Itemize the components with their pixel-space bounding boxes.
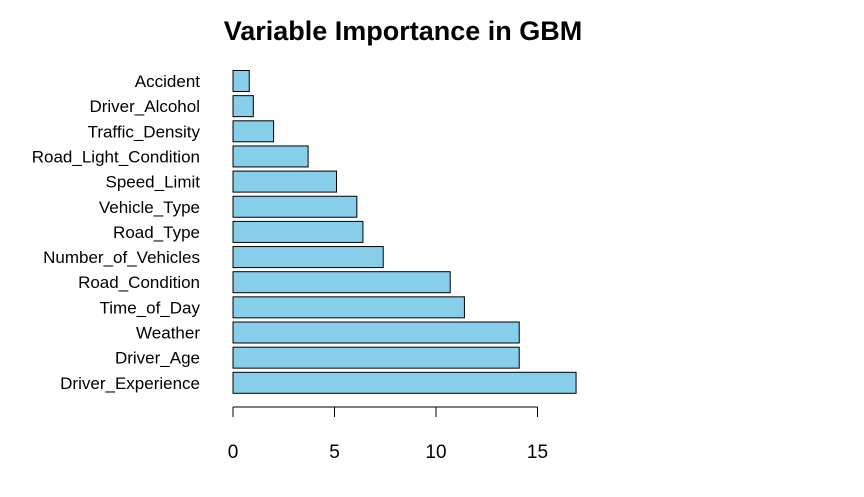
bars-group — [232, 70, 577, 394]
category-label: Driver_Age — [115, 349, 200, 368]
bar — [232, 170, 338, 193]
x-tick-label: 15 — [527, 442, 548, 463]
bar — [232, 120, 275, 143]
bar — [232, 346, 520, 369]
bar — [232, 246, 384, 269]
category-label: Driver_Alcohol — [89, 97, 200, 116]
category-label: Weather — [136, 324, 200, 343]
bar — [232, 95, 254, 118]
category-label: Road_Condition — [78, 273, 200, 292]
category-label: Road_Light_Condition — [32, 147, 200, 166]
x-tick-label: 0 — [228, 442, 239, 463]
category-label: Traffic_Density — [88, 122, 201, 141]
category-label: Driver_Experience — [60, 374, 200, 393]
bar — [232, 296, 465, 319]
bar — [232, 145, 309, 168]
bar — [232, 70, 250, 92]
category-label: Vehicle_Type — [99, 198, 200, 217]
chart-title: Variable Importance in GBM — [224, 16, 583, 46]
category-label: Time_of_Day — [100, 298, 201, 317]
bar — [232, 195, 358, 218]
x-axis: 0 5 10 15 — [228, 406, 548, 463]
bar — [232, 371, 577, 394]
category-label: Speed_Limit — [105, 173, 200, 192]
category-labels-group: Accident Driver_Alcohol Traffic_Density Roa… — [32, 72, 201, 393]
category-label: Number_of_Vehicles — [43, 248, 200, 267]
bar — [232, 321, 520, 344]
bar — [232, 271, 451, 294]
x-tick-label: 5 — [329, 442, 340, 463]
category-label: Accident — [135, 72, 200, 91]
x-tick-label: 10 — [425, 442, 446, 463]
bar — [232, 220, 364, 243]
category-label: Road_Type — [113, 223, 200, 242]
